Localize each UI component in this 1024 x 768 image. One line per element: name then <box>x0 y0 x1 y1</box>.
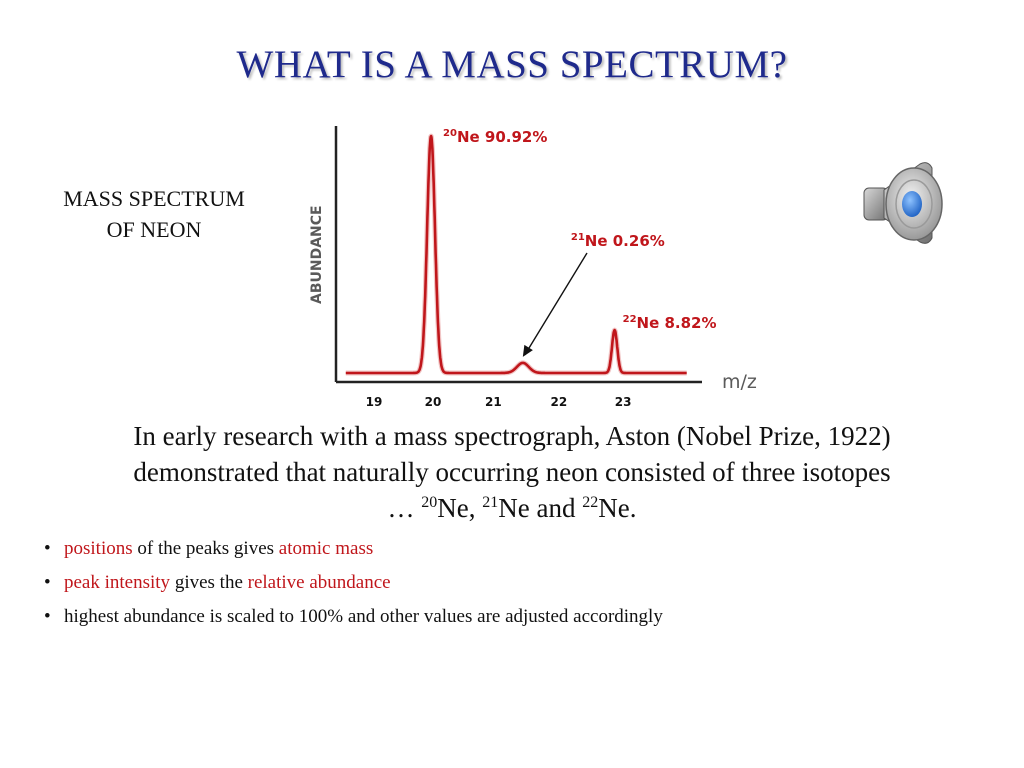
highlight-text: peak intensity <box>64 572 171 593</box>
peak-mass-number: 20 <box>443 128 457 139</box>
peak-mass-number: 21 <box>571 232 585 243</box>
x-axis-label: m/z <box>722 371 757 393</box>
x-tick-label: 21 <box>485 395 502 409</box>
bullet-text: positions of the peaks gives atomic mass <box>64 536 373 570</box>
x-tick-label: 20 <box>425 395 442 409</box>
highlight-text: atomic mass <box>278 538 374 559</box>
isotope-text: Ne. <box>598 493 637 523</box>
chart-caption-line: MASS SPECTRUM <box>63 186 245 211</box>
body-line-isotopes: … 20Ne, 21Ne and 22Ne. <box>40 490 984 526</box>
bullet-text: peak intensity gives the relative abunda… <box>64 570 391 604</box>
peak-value: Ne 0.26% <box>585 232 665 250</box>
ellipsis-text: … <box>387 493 422 523</box>
x-tick-label: 22 <box>551 395 568 409</box>
x-tick-label: 19 <box>366 395 383 409</box>
speaker-audio-icon[interactable] <box>858 158 954 248</box>
list-item: • peak intensity gives the relative abun… <box>44 570 984 604</box>
chart-caption-line: OF NEON <box>106 217 202 242</box>
peak-label: 22Ne 8.82% <box>623 314 717 332</box>
bullet-text: highest abundance is scaled to 100% and … <box>64 604 663 638</box>
spectrum-glow <box>343 133 689 376</box>
peak-label: 20Ne 90.92% <box>443 128 547 146</box>
body-paragraph: In early research with a mass spectrogra… <box>40 418 984 526</box>
bullet-list: • positions of the peaks gives atomic ma… <box>44 536 984 638</box>
peak-value: Ne 8.82% <box>637 314 717 332</box>
plain-text: gives the <box>170 572 248 593</box>
isotope-mass-22: 22 <box>582 494 599 511</box>
plain-text: highest abundance is scaled to 100% and … <box>64 606 663 627</box>
isotope-mass-20: 20 <box>421 494 438 511</box>
bullet-dot: • <box>44 572 51 593</box>
plain-text: of the peaks gives <box>132 538 279 559</box>
bullet-dot: • <box>44 538 51 559</box>
annotation-arrowhead <box>522 344 533 357</box>
body-line: demonstrated that naturally occurring ne… <box>133 457 891 487</box>
isotope-text: Ne and <box>498 493 583 523</box>
body-line: In early research with a mass spectrogra… <box>133 421 891 451</box>
chart-caption: MASS SPECTRUM OF NEON <box>40 183 268 245</box>
isotope-text: Ne, <box>437 493 483 523</box>
peak-label: 21Ne 0.26% <box>571 232 665 250</box>
spectrum-line <box>344 134 688 375</box>
highlight-text: positions <box>64 538 133 559</box>
annotation-arrow <box>524 252 588 356</box>
slide-title: WHAT IS A MASS SPECTRUM? <box>236 43 788 86</box>
x-tick-label: 23 <box>615 395 632 409</box>
list-item: • highest abundance is scaled to 100% an… <box>44 604 984 638</box>
bullet-dot: • <box>44 606 51 627</box>
isotope-mass-21: 21 <box>482 494 499 511</box>
peak-mass-number: 22 <box>623 314 637 325</box>
peak-value: Ne 90.92% <box>457 128 547 146</box>
list-item: • positions of the peaks gives atomic ma… <box>44 536 984 570</box>
y-axis-label: ABUNDANCE <box>309 205 325 304</box>
highlight-text: relative abundance <box>247 572 391 593</box>
